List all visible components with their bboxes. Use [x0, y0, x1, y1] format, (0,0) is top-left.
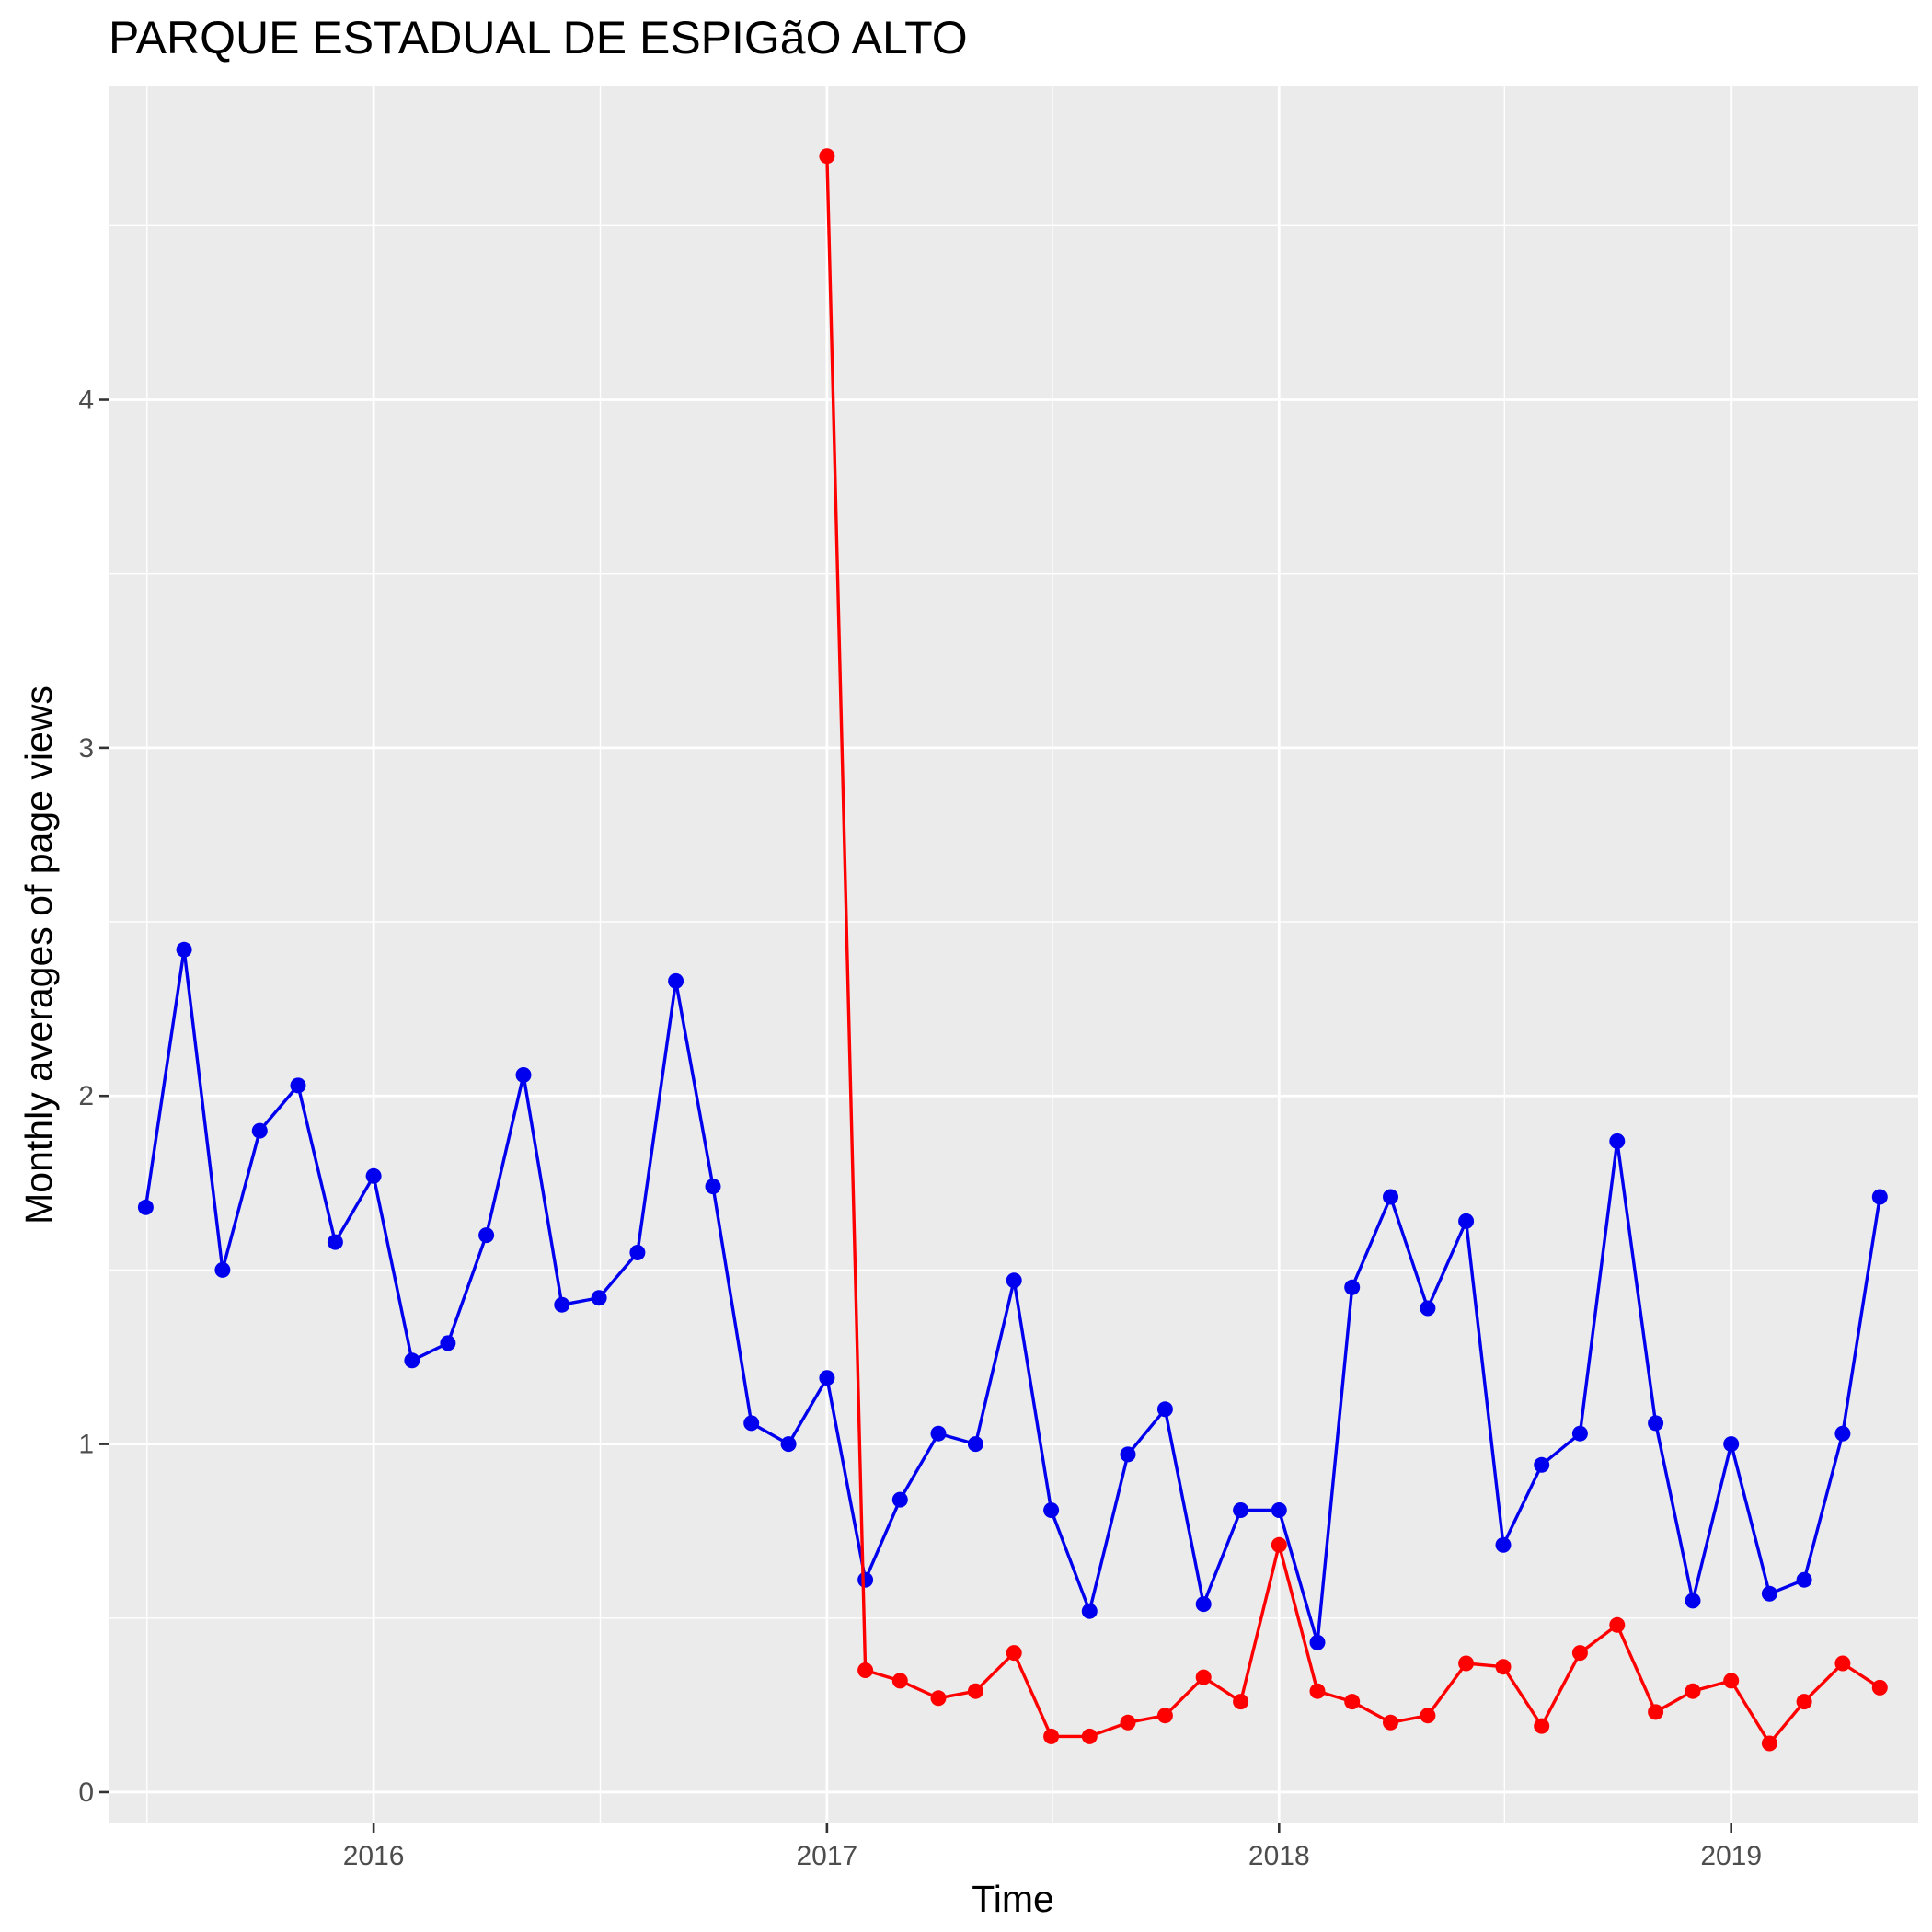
- data-point: [1648, 1704, 1664, 1720]
- data-point: [1271, 1502, 1287, 1518]
- x-tick-label: 2019: [1700, 1841, 1762, 1871]
- data-point: [1458, 1213, 1475, 1229]
- data-point: [327, 1234, 343, 1250]
- chart-title: PARQUE ESTADUAL DE ESPIGãO ALTO: [109, 12, 968, 63]
- data-point: [176, 941, 192, 958]
- data-point: [1871, 1189, 1888, 1205]
- y-tick-label: 2: [78, 1081, 94, 1111]
- data-point: [1761, 1735, 1777, 1752]
- data-point: [1344, 1279, 1361, 1295]
- data-point: [1609, 1616, 1626, 1633]
- x-tick-label: 2018: [1248, 1841, 1310, 1871]
- data-point: [591, 1290, 607, 1306]
- data-point: [1081, 1728, 1098, 1744]
- data-point: [819, 148, 835, 165]
- data-point: [1420, 1300, 1436, 1317]
- data-point: [290, 1077, 306, 1094]
- data-point: [1834, 1425, 1851, 1442]
- data-point: [1571, 1645, 1588, 1662]
- data-point: [251, 1122, 268, 1139]
- data-point: [1006, 1272, 1022, 1289]
- data-point: [1309, 1683, 1326, 1699]
- x-tick-label: 2017: [797, 1841, 858, 1871]
- data-point: [891, 1491, 908, 1508]
- data-point: [1383, 1189, 1398, 1205]
- data-point: [1723, 1673, 1740, 1689]
- data-point: [1271, 1536, 1287, 1553]
- data-point: [1648, 1415, 1664, 1432]
- data-point: [1081, 1603, 1098, 1619]
- data-point: [743, 1415, 760, 1432]
- data-point: [1796, 1694, 1812, 1710]
- data-point: [857, 1571, 874, 1588]
- data-point: [1834, 1655, 1851, 1672]
- x-axis-title: Time: [972, 1878, 1054, 1920]
- data-point: [1534, 1718, 1550, 1734]
- data-point: [137, 1199, 154, 1215]
- data-point: [705, 1179, 721, 1195]
- y-tick-label: 0: [78, 1777, 94, 1808]
- data-point: [1156, 1708, 1173, 1724]
- data-point: [1156, 1401, 1173, 1418]
- data-point: [554, 1296, 570, 1313]
- x-tick-label: 2016: [343, 1841, 405, 1871]
- series-layer: [137, 148, 1888, 1752]
- y-tick-label: 3: [78, 733, 94, 764]
- data-point: [1043, 1502, 1060, 1518]
- data-point: [478, 1227, 495, 1244]
- data-point: [214, 1261, 231, 1278]
- minor-gridlines: [109, 86, 1918, 1823]
- data-point: [515, 1067, 532, 1083]
- data-point: [780, 1436, 797, 1453]
- data-point: [1195, 1596, 1212, 1613]
- data-point: [1233, 1502, 1249, 1518]
- data-point: [1458, 1655, 1475, 1672]
- data-point: [930, 1425, 947, 1442]
- data-point: [930, 1690, 947, 1707]
- data-point: [1796, 1571, 1812, 1588]
- data-point: [1120, 1714, 1136, 1731]
- data-point: [404, 1352, 420, 1369]
- data-point: [1761, 1585, 1777, 1602]
- data-point: [1195, 1669, 1212, 1685]
- major-gridlines: [109, 86, 1918, 1823]
- data-point: [891, 1673, 908, 1689]
- y-tick-label: 4: [78, 385, 94, 416]
- data-point: [1495, 1536, 1512, 1553]
- y-tick-label: 1: [78, 1430, 94, 1460]
- data-point: [1383, 1714, 1398, 1731]
- data-point: [365, 1167, 382, 1184]
- data-point: [1609, 1133, 1626, 1149]
- data-point: [1006, 1645, 1022, 1662]
- data-point: [1420, 1708, 1436, 1724]
- axes: 0 1 2 3 4 2016 2017 2018 2019: [78, 385, 1762, 1871]
- data-point: [1233, 1694, 1249, 1710]
- data-point: [1043, 1728, 1060, 1744]
- data-point: [1495, 1659, 1512, 1675]
- data-point: [1871, 1679, 1888, 1696]
- data-point: [1309, 1634, 1326, 1650]
- data-point: [1571, 1425, 1588, 1442]
- data-point: [440, 1335, 456, 1351]
- plot-panel: [109, 86, 1918, 1823]
- data-point: [819, 1370, 835, 1386]
- y-axis-title: Monthly averages of page views: [17, 685, 60, 1225]
- data-point: [1344, 1694, 1361, 1710]
- data-point: [1723, 1436, 1740, 1453]
- data-point: [668, 972, 684, 989]
- data-point: [1685, 1593, 1701, 1609]
- data-point: [629, 1245, 646, 1260]
- data-point: [857, 1662, 874, 1678]
- data-point: [1534, 1456, 1550, 1473]
- data-point: [1120, 1446, 1136, 1463]
- data-point: [967, 1436, 983, 1453]
- data-point: [967, 1683, 983, 1699]
- data-point: [1685, 1683, 1701, 1699]
